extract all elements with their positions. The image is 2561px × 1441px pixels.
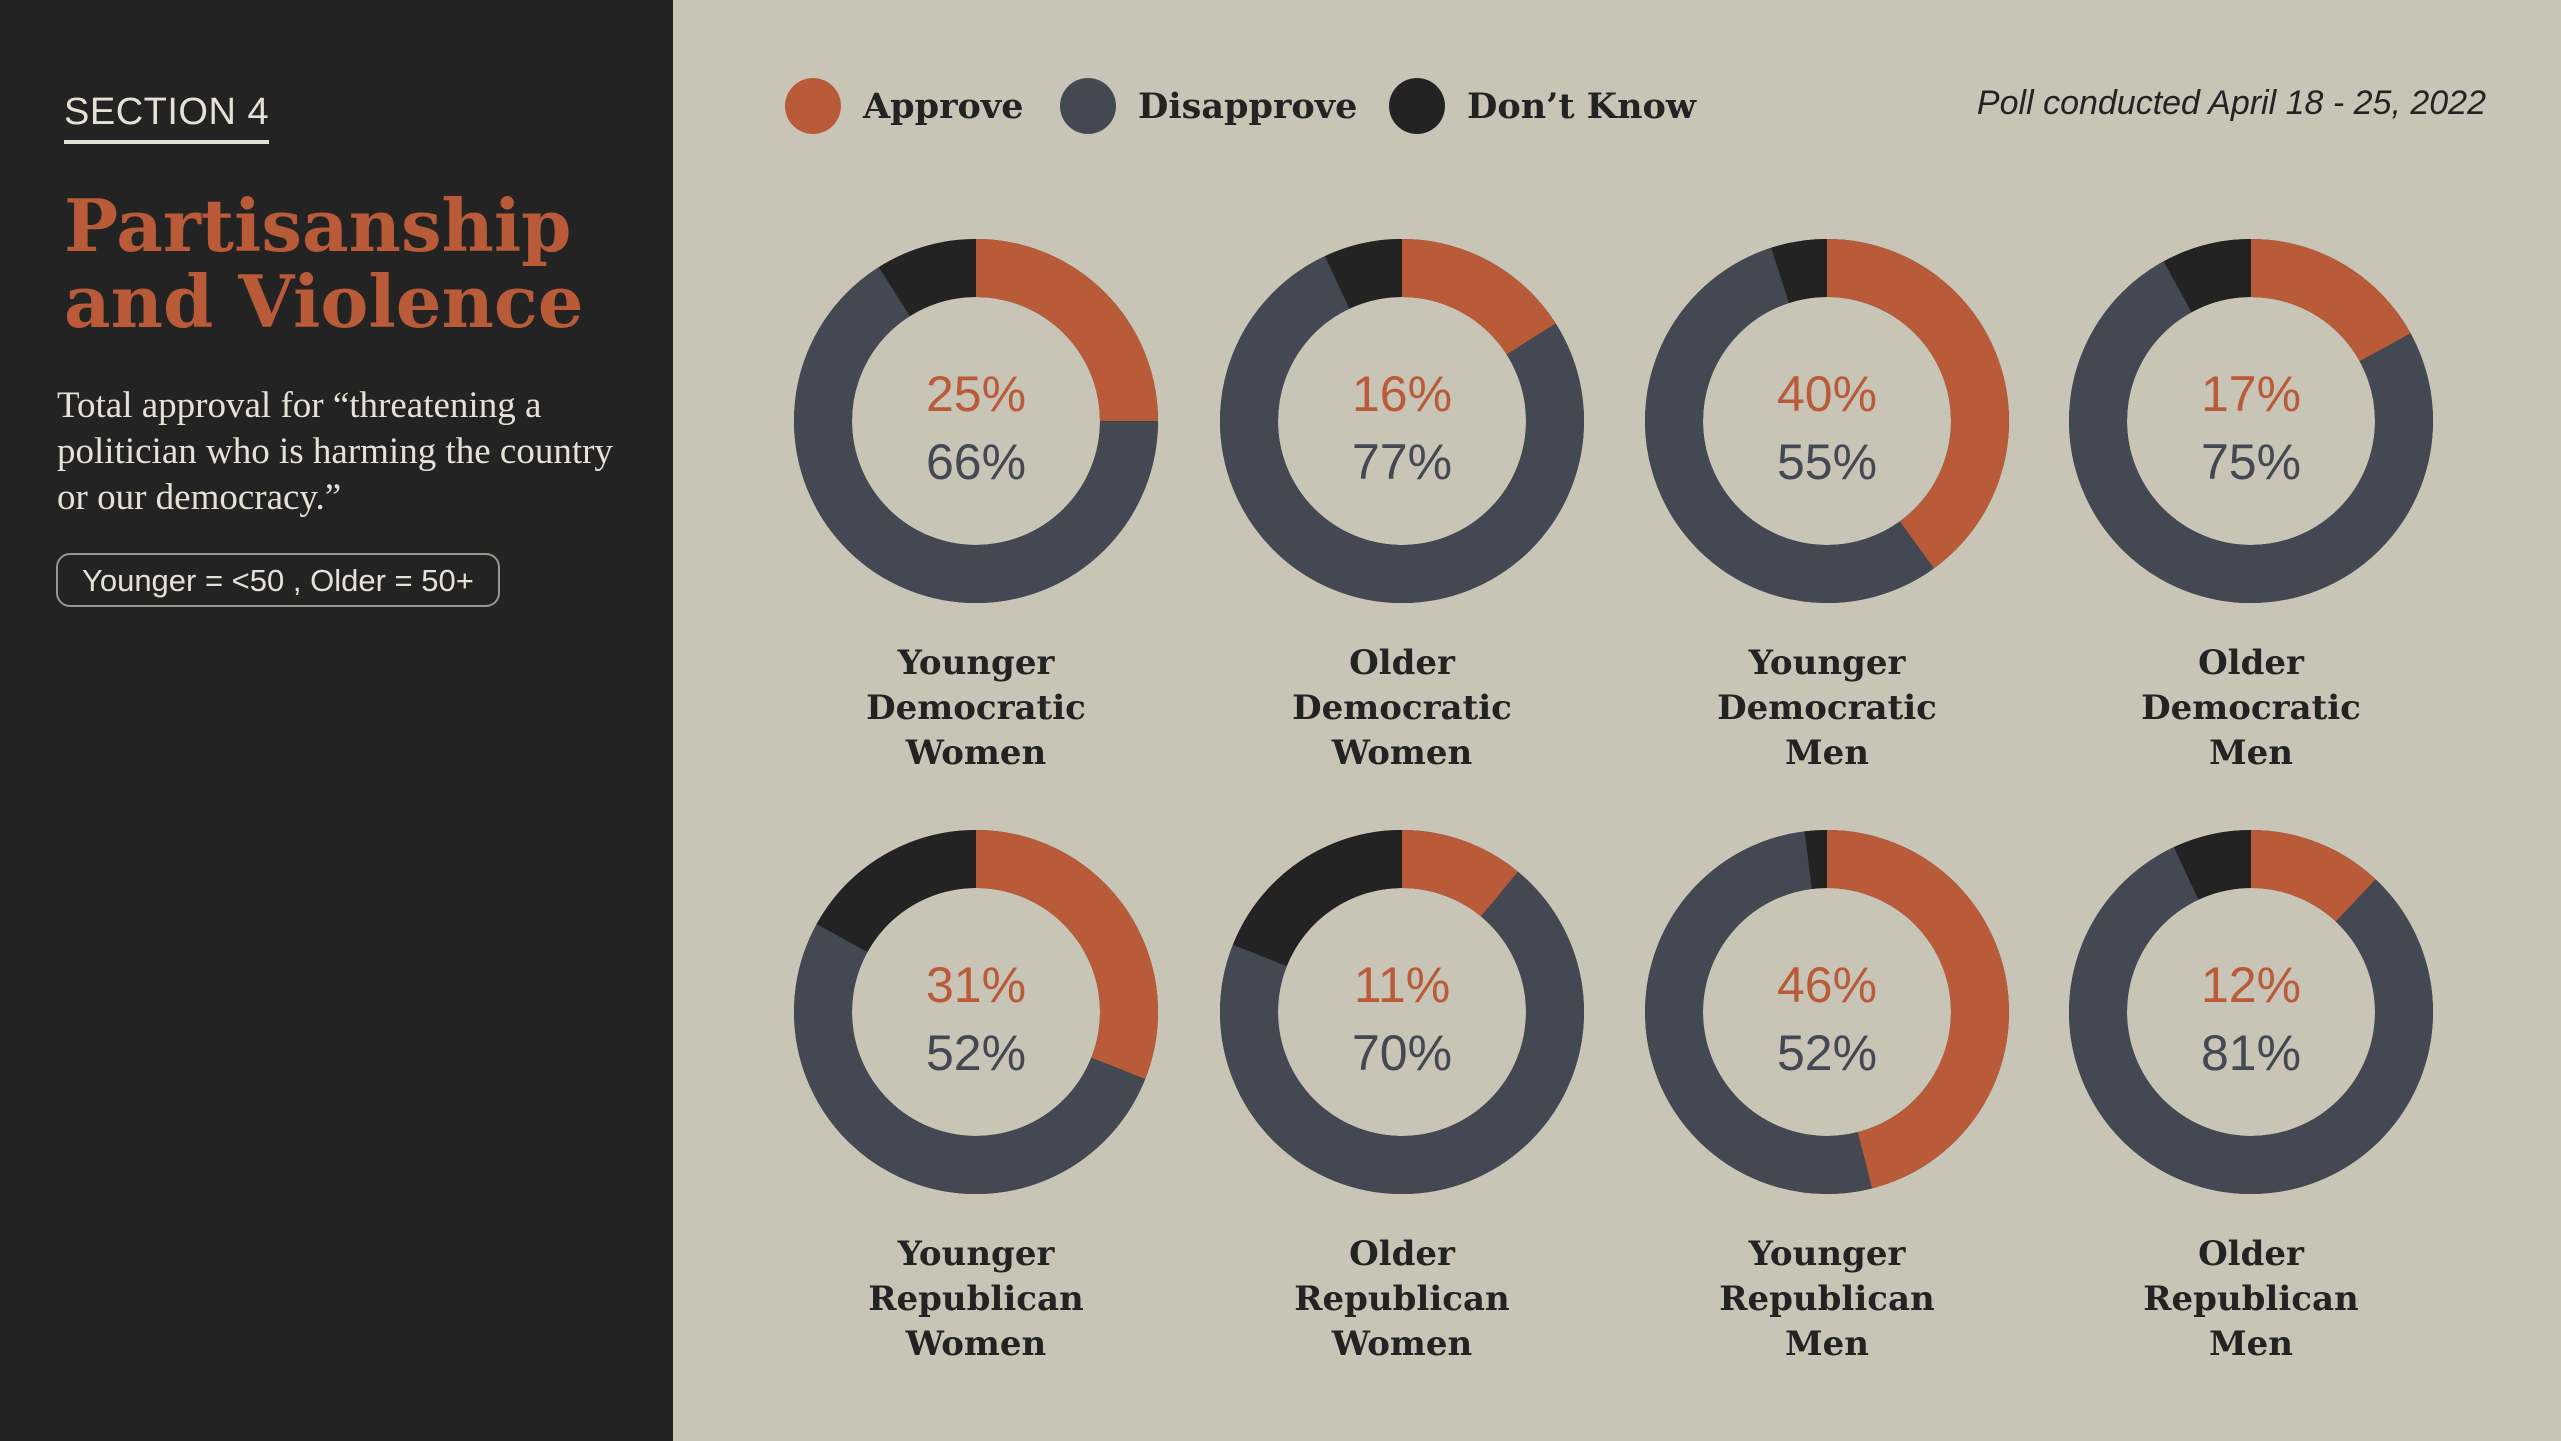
approve-value-younger-democratic-men: 40% [1777,366,1877,422]
approve-value-older-democratic-men: 17% [2201,366,2301,422]
group-label-older-democratic-women: Older Democratic Women [1237,641,1567,776]
legend-item-disapprove: Disapprove [1060,78,1357,134]
disapprove-value-younger-republican-women: 52% [926,1025,1026,1081]
group-label-line: Republican [1719,1279,1935,1319]
group-label-line: Women [905,733,1047,773]
donut-slice-dont-know-older-democratic-men [2069,239,2433,603]
group-label-line: Women [905,1324,1047,1364]
donut-slice-disapprove-younger-democratic-women [794,239,1158,603]
legend-label-disapprove: Disapprove [1138,85,1358,127]
legend-label-dont-know: Don’t Know [1467,85,1697,127]
group-label-line: Democratic [866,688,1086,728]
legend-swatch-dont-know [1389,78,1445,134]
group-label-line: Men [1785,1324,1869,1364]
group-label-line: Democratic [1717,688,1937,728]
group-label-line: Men [2209,1324,2293,1364]
donut-slice-dont-know-younger-republican-men [1645,830,2009,1194]
donut-slice-disapprove-younger-republican-men [1645,830,2009,1194]
disapprove-value-younger-democratic-women: 66% [926,434,1026,490]
group-label-line: Older [2198,1234,2304,1274]
donut-slice-dont-know-younger-democratic-women [794,239,1158,603]
donut-slice-disapprove-older-republican-men [2069,830,2433,1194]
group-label-line: Women [1331,1324,1473,1364]
legend-swatch-disapprove [1060,78,1116,134]
group-label-older-republican-women: Older Republican Women [1237,1232,1567,1367]
approve-value-older-republican-women: 11% [1354,957,1450,1013]
group-label-older-republican-men: Older Republican Men [2086,1232,2416,1367]
group-label-line: Men [1785,733,1869,773]
group-label-line: Republican [1294,1279,1510,1319]
chart-panel: Approve Disapprove Don’t Know Poll condu… [673,0,2561,1441]
group-label-line: Older [2198,643,2304,683]
group-label-line: Older [1349,643,1455,683]
group-label-line: Democratic [1292,688,1512,728]
approve-value-younger-republican-men: 46% [1777,957,1877,1013]
donut-slice-dont-know-older-democratic-women [1220,239,1584,603]
page-title-line-2: and Violence [64,259,584,344]
disapprove-value-older-democratic-men: 75% [2201,434,2301,490]
group-label-line: Republican [2143,1279,2359,1319]
approve-value-older-democratic-women: 16% [1352,366,1452,422]
disapprove-value-older-republican-women: 70% [1352,1025,1452,1081]
group-label-younger-democratic-women: Younger Democratic Women [811,641,1141,776]
page-title-line-1: Partisanship [64,183,572,268]
group-label-younger-republican-women: Younger Republican Women [811,1232,1141,1367]
poll-date: Poll conducted April 18 - 25, 2022 [1976,84,2486,122]
group-label-line: Younger [1748,643,1906,683]
section-label: SECTION 4 [64,91,270,144]
disapprove-value-younger-democratic-men: 55% [1777,434,1877,490]
group-label-line: Younger [1748,1234,1906,1274]
approve-value-younger-republican-women: 31% [926,957,1026,1013]
sidebar: SECTION 4 Partisanship and Violence Tota… [0,0,673,1441]
group-label-line: Younger [897,1234,1055,1274]
approve-value-older-republican-men: 12% [2201,957,2301,1013]
legend-swatch-approve [785,78,841,134]
donut-slice-dont-know-younger-democratic-men [1645,239,2009,603]
subtitle: Total approval for “threatening a politi… [57,385,613,518]
group-label-younger-republican-men: Younger Republican Men [1662,1232,1992,1367]
group-label-older-democratic-men: Older Democratic Men [2086,641,2416,776]
donut-slice-disapprove-younger-democratic-men [1645,239,2009,603]
donut-slice-dont-know-younger-republican-women [794,830,1158,1194]
group-label-line: Women [1331,733,1473,773]
donut-slice-disapprove-younger-republican-women [794,830,1158,1194]
donut-slice-disapprove-older-republican-women [1220,830,1584,1194]
approve-value-younger-democratic-women: 25% [926,366,1026,422]
legend-item-approve: Approve [785,78,1024,134]
disapprove-value-older-republican-men: 81% [2201,1025,2301,1081]
legend-label-approve: Approve [863,85,1024,127]
page-title: Partisanship and Violence [64,188,664,340]
legend-item-dont-know: Don’t Know [1389,78,1696,134]
group-label-line: Republican [868,1279,1084,1319]
donut-slice-disapprove-older-democratic-men [2069,239,2433,603]
donut-slice-disapprove-older-democratic-women [1220,239,1584,603]
group-label-line: Older [1349,1234,1455,1274]
disapprove-value-older-democratic-women: 77% [1352,434,1452,490]
donut-slice-dont-know-older-republican-women [1220,830,1584,1194]
age-definition-badge: Younger = <50 , Older = 50+ [56,553,500,607]
group-label-line: Democratic [2141,688,2361,728]
disapprove-value-younger-republican-men: 52% [1777,1025,1877,1081]
group-label-younger-democratic-men: Younger Democratic Men [1662,641,1992,776]
group-label-line: Younger [897,643,1055,683]
donut-slice-dont-know-older-republican-men [2069,830,2433,1194]
group-label-line: Men [2209,733,2293,773]
